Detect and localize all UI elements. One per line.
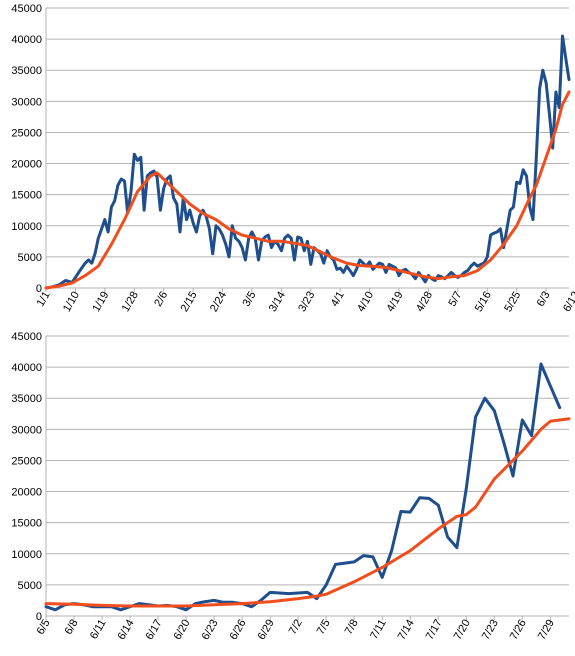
x-tick-label: 7/20 [452,618,473,643]
x-tick-label: 6/17 [144,618,165,643]
x-tick-label: 6/3 [535,290,553,309]
y-tick-label: 25000 [11,455,42,467]
x-tick-label: 6/11 [88,618,109,642]
x-tick-label: 1/19 [90,290,111,315]
y-tick-label: 10000 [11,549,42,561]
x-tick-label: 6/29 [256,618,277,643]
y-tick-label: 30000 [11,424,42,436]
x-tick-label: 2/24 [208,290,229,315]
y-tick-label: 20000 [11,159,42,171]
x-tick-labels-top: 1/1 1/10 1/19 1/28 2/6 2/15 2/24 3/5 3/14 3/23 4/1… [35,290,575,315]
x-tick-label: 7/23 [480,618,501,643]
series-line-average [44,417,571,608]
x-tick-label: 3/23 [296,290,317,315]
x-tick-label: 6/26 [228,618,249,643]
y-tick-label: 45000 [11,331,42,343]
x-tick-label: 3/5 [240,290,258,309]
series-line-average [44,90,571,290]
y-grid-bottom [45,335,569,620]
series-lines-bottom [44,362,571,612]
x-tick-label: 7/26 [508,618,529,643]
x-tick-label: 7/8 [343,618,361,637]
y-tick-labels-bottom: 0 5000 10000 15000 20000 25000 30000 35000 40000… [11,331,42,623]
x-tick-label: 7/5 [315,618,333,637]
x-tick-label: 5/7 [446,290,464,309]
y-tick-label: 0 [36,611,42,623]
y-tick-label: 0 [36,283,42,295]
x-tick-label: 3/14 [267,290,288,315]
series-line-daily [44,34,571,290]
y-tick-label: 25000 [11,127,42,139]
y-tick-label: 40000 [11,34,42,46]
x-tick-label: 5/16 [473,290,494,315]
chart-bottom: 0 5000 10000 15000 20000 25000 30000 35000 40000… [11,331,571,643]
y-grid-top [45,7,569,292]
y-tick-label: 35000 [11,393,42,405]
x-tick-label: 6/14 [116,618,137,643]
x-tick-label: 2/6 [152,290,170,309]
x-tick-label: 6/20 [172,618,193,643]
y-tick-label: 15000 [11,190,42,202]
chart-top: 0 5000 10000 15000 20000 25000 30000 35000 40000… [11,3,575,315]
x-tick-labels-bottom: 6/5 6/8 6/11 6/14 6/17 6/20 6/23 6/26 6/29 7/2 7/5… [35,618,557,643]
x-tick-label: 6/8 [63,618,81,637]
x-tick-label: 4/19 [385,290,406,315]
x-tick-label: 4/1 [329,290,347,309]
series-lines-top [44,34,571,290]
x-tick-label: 7/14 [396,618,417,643]
series-line-daily [44,362,562,612]
y-tick-label: 5000 [18,580,42,592]
x-tick-label: 4/10 [355,290,376,315]
x-tick-label: 7/11 [368,618,389,642]
x-tick-label: 4/28 [414,290,435,315]
y-tick-label: 10000 [11,221,42,233]
y-tick-label: 15000 [11,518,42,530]
x-tick-label: 6/12 [561,290,575,315]
x-tick-label: 1/10 [61,290,82,315]
x-tick-label: 5/25 [502,290,523,315]
y-tick-label: 30000 [11,96,42,108]
y-tick-label: 45000 [11,3,42,15]
x-tick-label: 6/23 [200,618,221,643]
y-tick-labels-top: 0 5000 10000 15000 20000 25000 30000 35000 40000… [11,3,42,295]
x-tick-label: 7/17 [424,618,445,643]
y-tick-label: 35000 [11,65,42,77]
y-tick-label: 40000 [11,362,42,374]
x-tick-label: 7/2 [287,618,305,637]
x-tick-label: 7/29 [536,618,557,643]
x-tick-label: 1/28 [120,290,141,315]
y-tick-label: 5000 [18,252,42,264]
y-tick-label: 20000 [11,487,42,499]
x-tick-label: 2/15 [179,290,200,315]
